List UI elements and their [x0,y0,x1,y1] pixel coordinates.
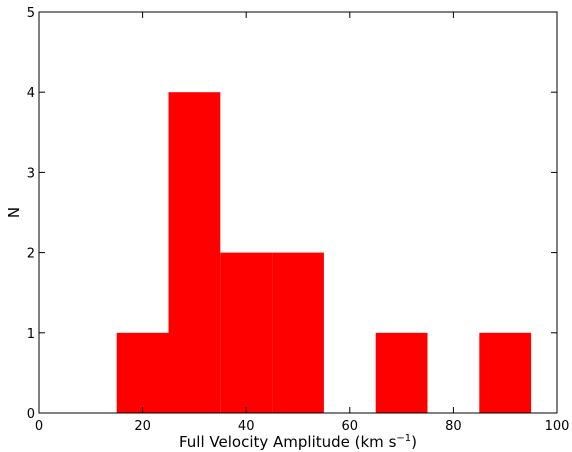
x-axis-label-sup: −1 [396,433,411,444]
x-axis-label: Full Velocity Amplitude (km s−1) [179,433,417,451]
x-tick-label: 0 [35,419,43,434]
histogram-bar [168,92,221,413]
x-tick-label: 40 [238,419,255,434]
x-axis-label-end: ) [411,433,417,451]
histogram-bar [220,252,273,413]
x-axis-label-main: Full Velocity Amplitude (km s [179,433,397,451]
bars-group [116,92,532,413]
y-axis-label: N [5,207,23,218]
x-tick-label: 60 [342,419,359,434]
y-tick-label: 0 [27,407,35,422]
y-tick-label: 3 [27,166,35,181]
x-tick-label: 100 [545,419,570,434]
ticks-group: 0 20 40 60 80 100 0 1 2 3 4 5 [27,6,570,434]
y-tick-label: 2 [27,247,35,262]
histogram-bar [479,332,532,413]
histogram-bar [272,252,324,413]
x-tick-label: 20 [134,419,151,434]
histogram-bar [116,332,169,413]
y-tick-label: 1 [27,327,35,342]
y-tick-label: 5 [27,6,35,21]
histogram-bar [375,332,428,413]
plot-frame [38,11,558,414]
y-tick-label: 4 [27,86,35,101]
x-tick-label: 80 [445,419,462,434]
